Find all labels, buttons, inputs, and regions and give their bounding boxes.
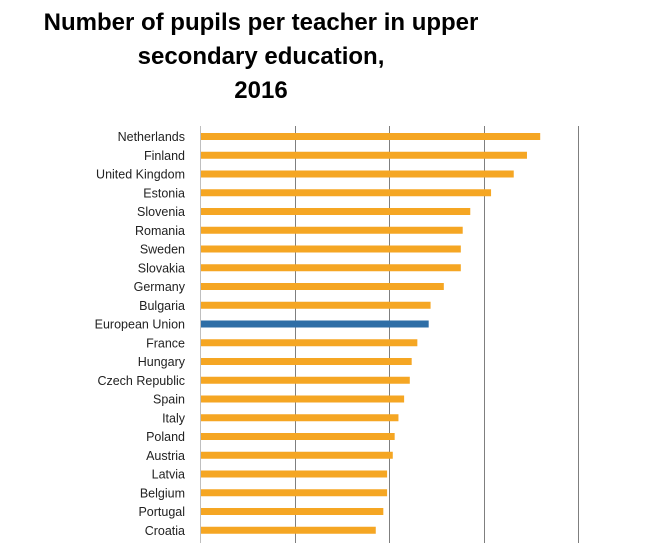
bar-portugal: [201, 508, 384, 515]
category-label-slovenia: Slovenia: [137, 205, 185, 219]
bar-united-kingdom: [201, 170, 514, 178]
bar-netherlands: [201, 133, 541, 140]
category-label-finland: Finland: [144, 149, 185, 163]
bar-france: [201, 339, 418, 347]
chart-title-line-2: secondary education,: [137, 43, 385, 70]
category-label-italy: Italy: [162, 411, 186, 425]
bar-austria: [201, 451, 393, 459]
bar-latvia: [201, 470, 388, 478]
category-labels: Netherlands Finland United Kingdom Estonia S…: [95, 130, 186, 538]
bar-spain: [201, 395, 405, 403]
bar-sweden: [201, 245, 461, 253]
bar-bulgaria: [201, 301, 431, 309]
category-label-austria: Austria: [146, 449, 185, 463]
bar-slovenia: [201, 208, 471, 215]
category-label-portugal: Portugal: [138, 505, 185, 519]
category-label-belgium: Belgium: [140, 486, 185, 500]
bar-croatia: [201, 526, 376, 534]
category-label-united-kingdom: United Kingdom: [96, 168, 185, 182]
category-label-european-union: European Union: [95, 318, 185, 332]
category-label-romania: Romania: [135, 224, 185, 238]
bar-estonia: [201, 189, 492, 197]
category-label-hungary: Hungary: [138, 355, 186, 369]
bar-germany: [201, 283, 444, 290]
category-label-bulgaria: Bulgaria: [139, 299, 185, 313]
bars: [201, 133, 541, 534]
category-label-latvia: Latvia: [152, 468, 185, 482]
bar-romania: [201, 226, 463, 234]
bar-slovakia: [201, 264, 461, 272]
bar-finland: [201, 151, 527, 159]
category-label-poland: Poland: [146, 430, 185, 444]
gridlines: [200, 126, 579, 543]
chart-title-line-1: Number of pupils per teacher in upper: [43, 9, 479, 36]
chart-title-line-3: 2016: [234, 77, 288, 104]
bar-belgium: [201, 489, 388, 497]
category-label-france: France: [146, 336, 185, 350]
category-label-spain: Spain: [153, 393, 185, 407]
category-label-czech-republic: Czech Republic: [97, 374, 185, 388]
bar-hungary: [201, 358, 412, 365]
category-label-slovakia: Slovakia: [138, 261, 185, 275]
bar-czech-republic: [201, 376, 410, 384]
category-label-croatia: Croatia: [145, 524, 185, 538]
category-label-germany: Germany: [134, 280, 186, 294]
bar-italy: [201, 414, 399, 422]
bar-european-union: [201, 320, 429, 328]
chart-title: Number of pupils per teacher in upper se…: [6, 6, 516, 108]
bar-poland: [201, 433, 395, 440]
category-label-estonia: Estonia: [143, 186, 185, 200]
category-label-sweden: Sweden: [140, 243, 185, 257]
category-label-netherlands: Netherlands: [118, 130, 185, 144]
